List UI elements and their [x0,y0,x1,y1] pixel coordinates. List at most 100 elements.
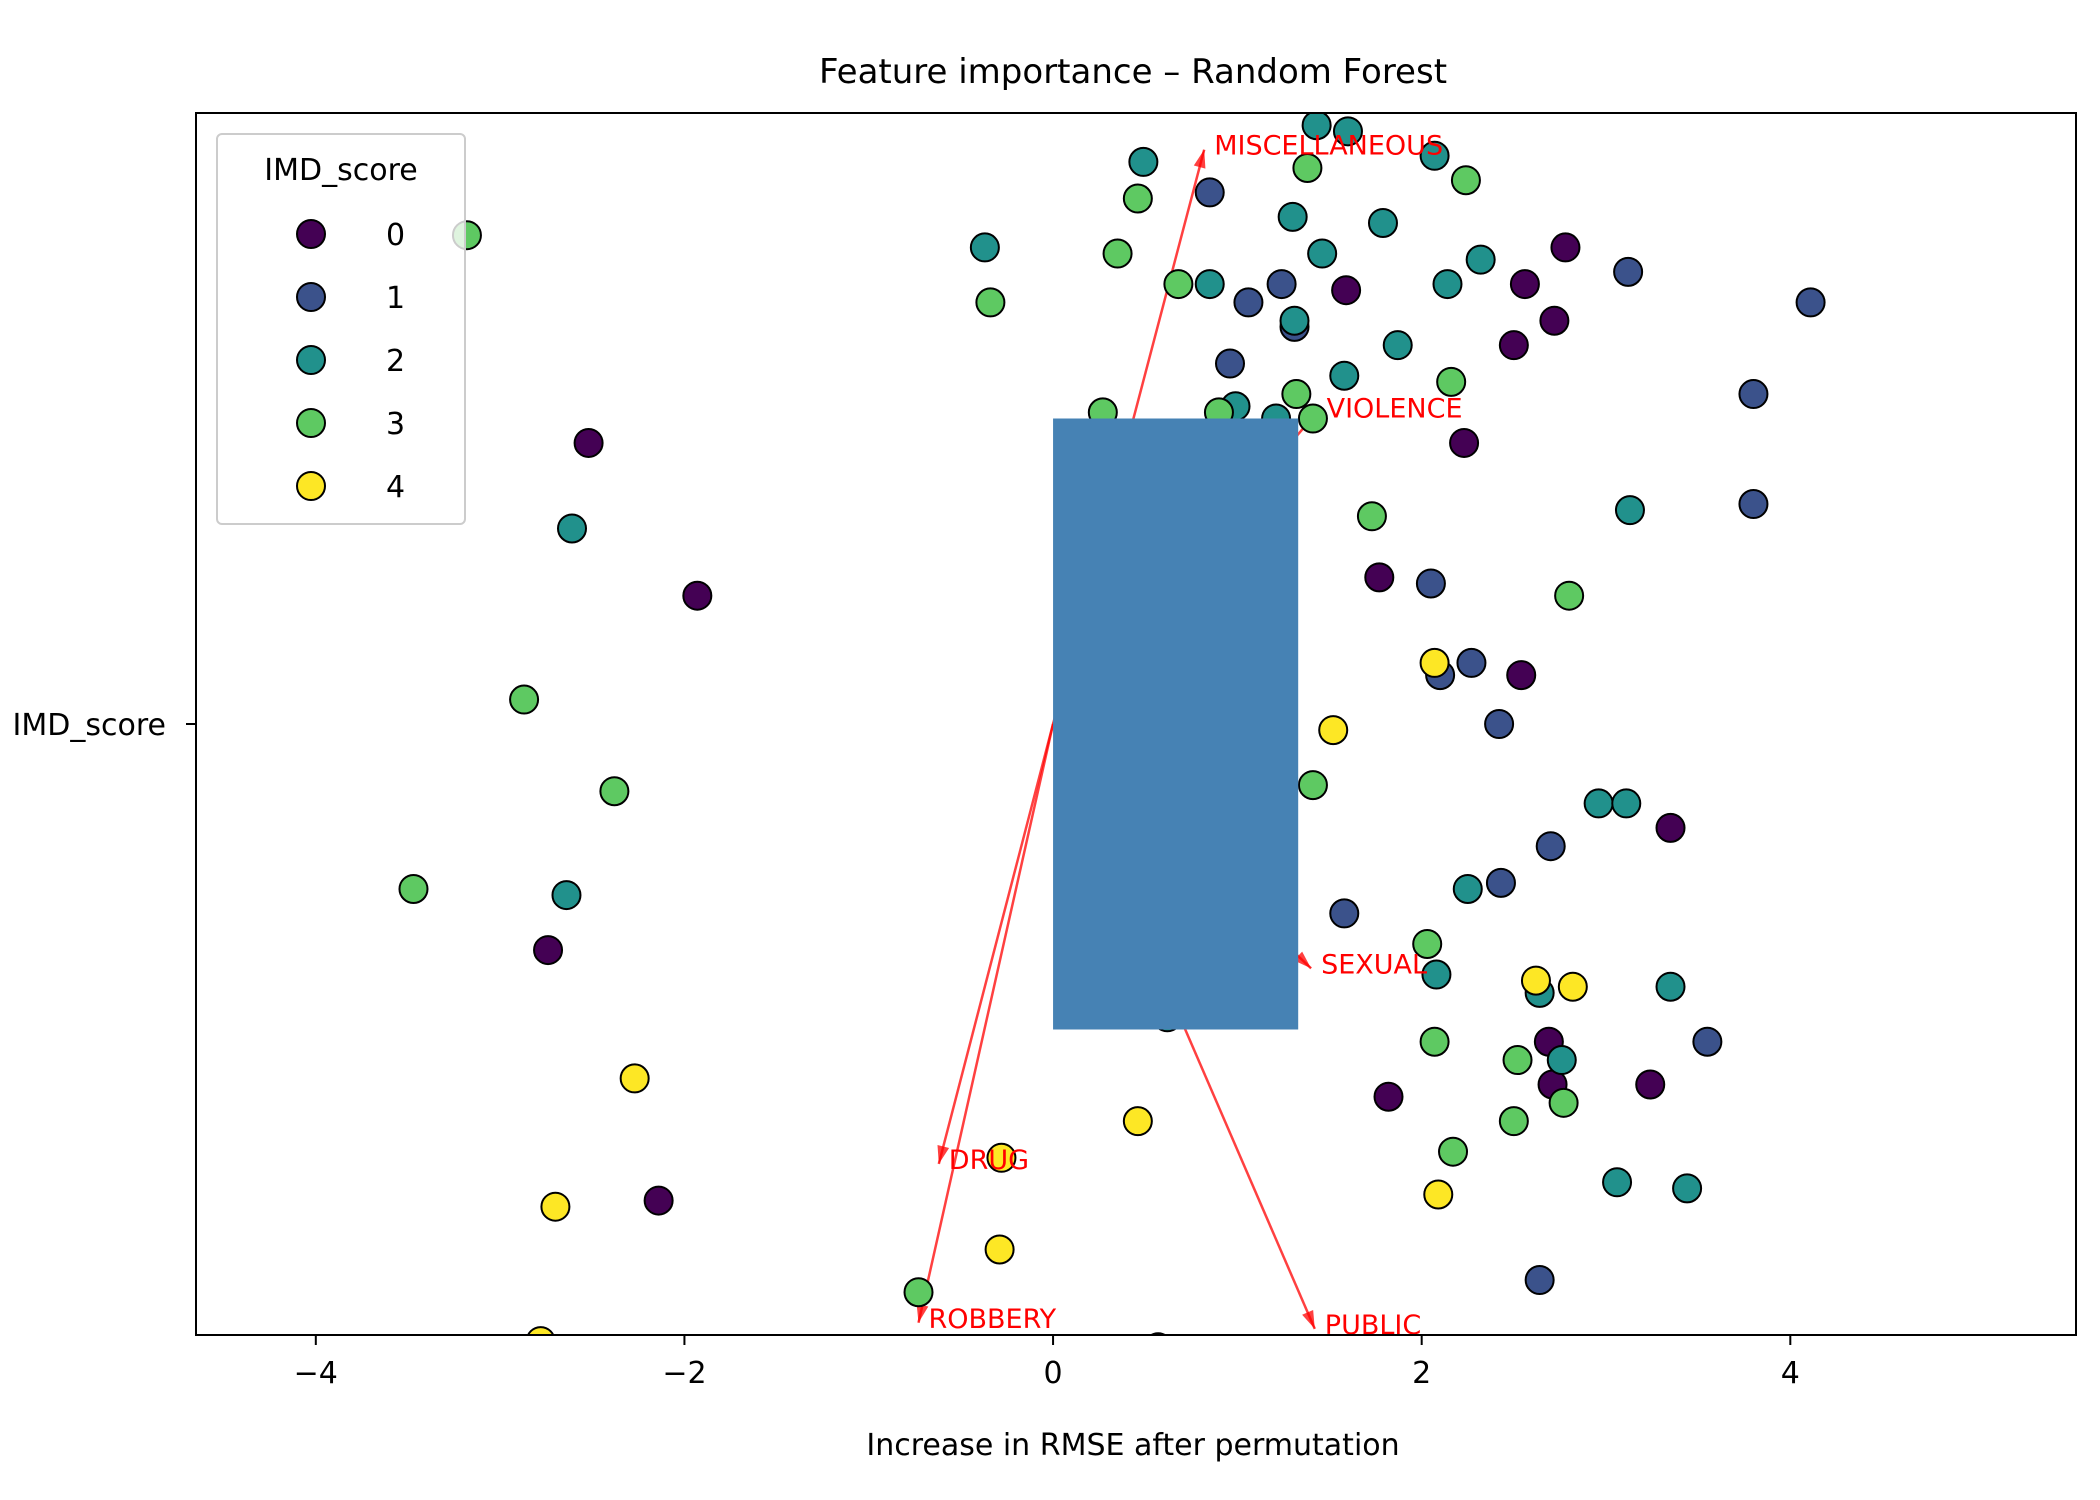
scatter-point [975,287,1006,318]
scatter-point [1421,959,1452,990]
scatter-point [1535,831,1566,862]
scatter-point [1331,275,1362,306]
arrow-head-sexual [1293,951,1312,969]
scatter-point [1438,1136,1469,1167]
scatter-point [1449,427,1480,458]
scatter-point [1419,140,1450,171]
scatter-point [540,1191,571,1222]
scatter-point [986,1142,1017,1173]
x-tick-label: 2 [1412,1356,1431,1391]
legend-marker [296,471,326,501]
scatter-point [533,935,564,966]
scatter-point [643,1185,674,1216]
legend-title: IMD_score [264,153,417,188]
scatter-point [1655,812,1686,843]
scatter-point [1554,580,1585,611]
scatter-point [1277,201,1308,232]
arrow-head-miscellaneous [1193,149,1206,169]
legend-label: 3 [386,407,405,442]
scatter-point [1233,287,1264,318]
scatter-point [1356,501,1387,532]
arrow-line-robbery [917,723,1055,1324]
scatter-point [1524,1265,1555,1296]
scatter-point [1329,360,1360,391]
scatter-point [398,873,429,904]
scatter-point [1292,152,1323,183]
scatter-point [1266,269,1297,300]
x-tick-label: −2 [662,1356,706,1391]
scatter-point [557,513,587,544]
scatter-point [1215,348,1245,379]
scatter-point [1419,647,1450,678]
scatter-point [1602,1167,1633,1198]
scatter-point [1465,244,1496,275]
x-tick-label: 0 [1044,1356,1063,1391]
arrow-label: VIOLENCE [1327,393,1463,424]
scatter-point [1279,305,1310,336]
arrow-label: PUBLIC [1325,1310,1421,1341]
bar-imd-score [1053,418,1299,1030]
scatter-point [1795,287,1826,318]
scatter-point [1546,1045,1577,1076]
scatter-point [682,580,713,611]
legend-label: 1 [386,281,405,316]
scatter-point [903,1277,934,1308]
scatter-point [1635,1069,1666,1100]
scatter-point [1611,788,1642,819]
arrow-line-drug [937,723,1055,1165]
scatter-point [1194,177,1225,208]
scatter-point [1450,165,1481,196]
legend-label: 0 [386,218,405,253]
scatter-point [1373,1081,1404,1112]
arrow-label: DRUG [949,1145,1029,1176]
scatter-point [599,776,630,807]
scatter-point [1102,238,1133,269]
scatter-point [969,232,1000,263]
scatter-point [1548,1087,1579,1118]
scatter-point [1672,1173,1703,1204]
legend: IMD_score 0 1 2 3 4 [216,133,466,525]
scatter-point [1318,715,1349,746]
legend-frame [216,133,466,525]
legend-label: 4 [386,470,405,505]
scatter-point [1484,709,1515,739]
scatter-point [1194,269,1225,300]
arrow-label: ROBBERY [929,1304,1057,1335]
scatter-point [1419,1026,1450,1057]
scatter-point [1301,113,1332,141]
scatter-point [1364,562,1395,593]
chart-title: Feature importance – Random Forest [819,52,1447,92]
scatter-point [1382,330,1413,361]
scatter-point [1655,971,1686,1002]
scatter-point [1281,379,1312,410]
scatter-point [1498,330,1529,361]
scatter-point [1692,1026,1723,1057]
scatter-point [1613,256,1644,287]
legend-marker [296,282,326,312]
arrow-label: MISCELLANEOUS [1214,131,1443,162]
x-tick-label: −4 [294,1356,338,1391]
scatter-point [1485,867,1516,898]
x-axis-label: Increase in RMSE after permutation [866,1428,1399,1463]
scatter-point [1436,366,1467,397]
arrow-head-robbery [916,1303,929,1323]
scatter-point [1738,489,1769,520]
arrow-head-public [1302,1309,1315,1329]
scatter-point [1614,495,1645,526]
legend-marker [296,219,326,249]
y-tick-label: IMD_score [13,708,166,743]
x-tick-label: 4 [1781,1356,1800,1391]
scatter-point [1738,379,1769,410]
scatter-point [1412,928,1443,959]
scatter-point [1122,1106,1153,1137]
scatter-point [1452,873,1483,904]
scatter-point [1163,269,1194,300]
scatter-point [1415,568,1446,599]
scatter-point [526,1326,555,1335]
scatter-point [1367,207,1398,238]
scatter-point [1332,116,1363,147]
scatter-point [1297,770,1328,801]
scatter-point [1583,788,1614,819]
scatter-point [1128,146,1159,177]
